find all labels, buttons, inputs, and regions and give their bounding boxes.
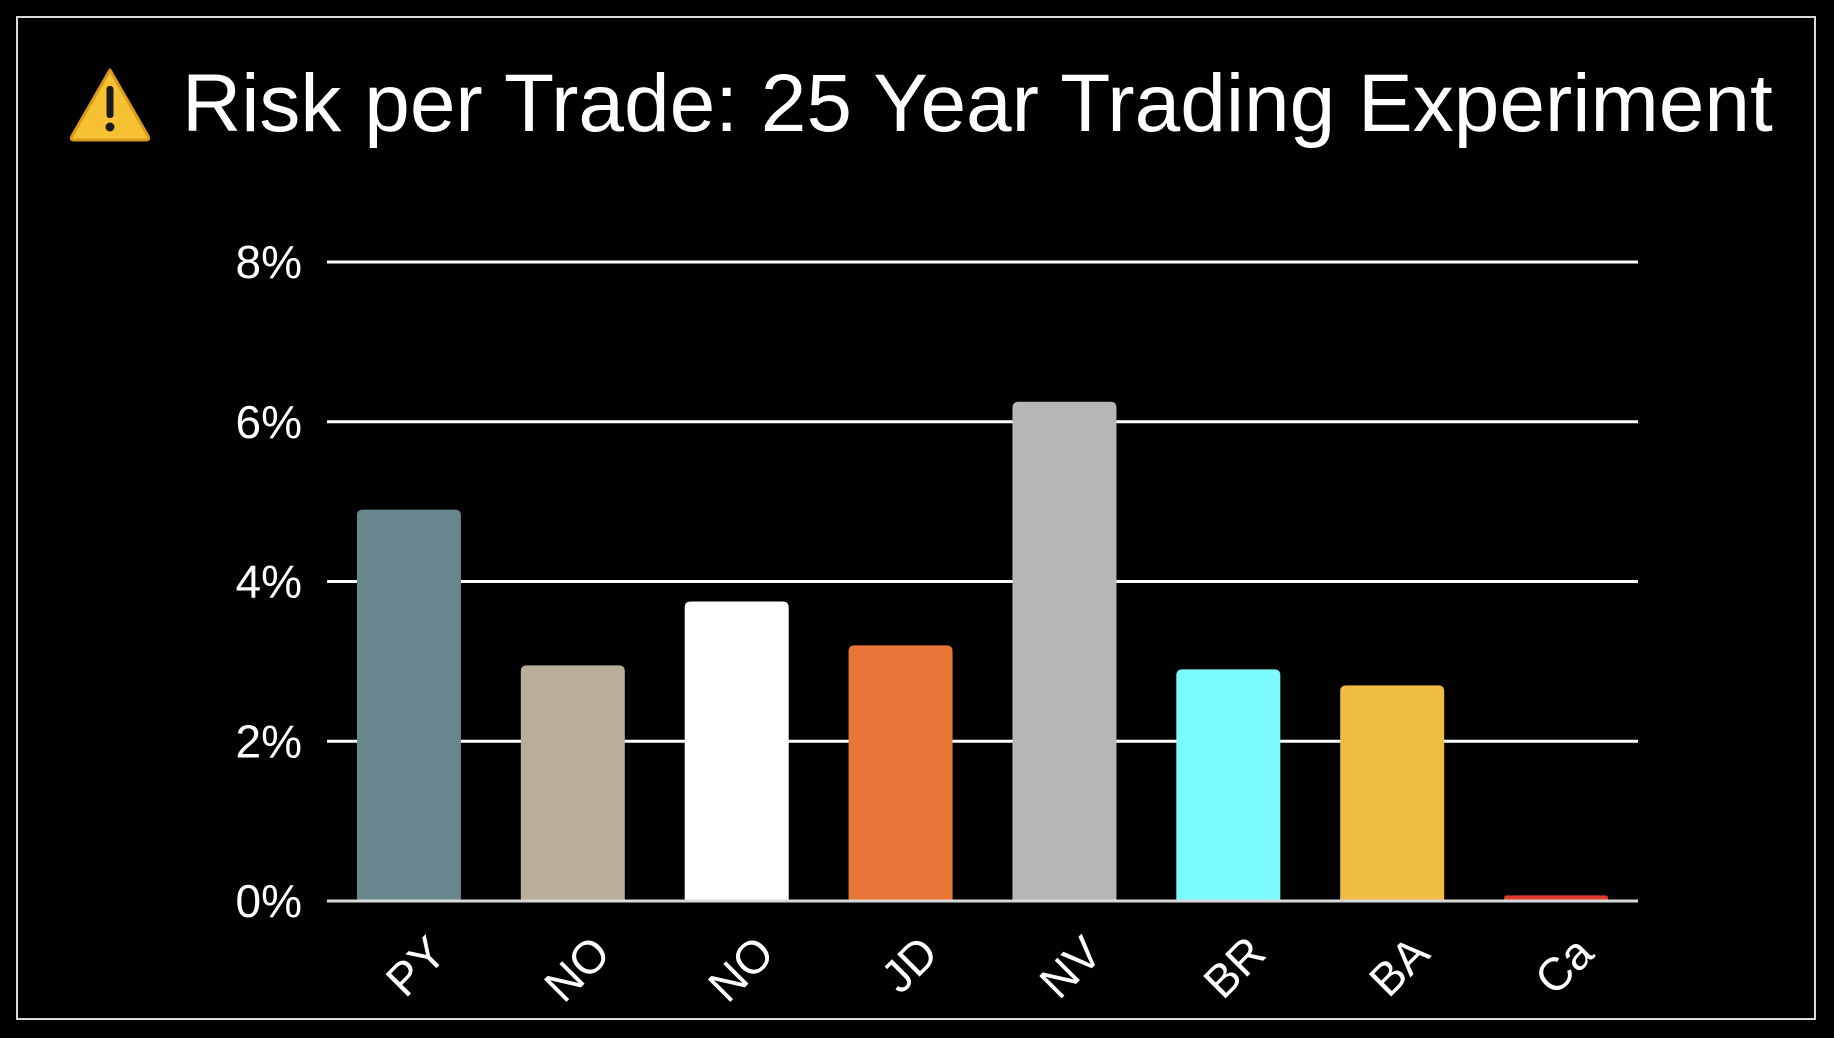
y-tick-label: 0% bbox=[236, 875, 302, 927]
y-tick-label: 2% bbox=[236, 715, 302, 767]
y-tick-label: 6% bbox=[236, 396, 302, 448]
bar-no bbox=[520, 665, 625, 901]
bar-br bbox=[1176, 669, 1281, 901]
x-axis-category-labels: PY NO NO JD NV BR BA Ca bbox=[376, 926, 1604, 1012]
chart-title: Risk per Trade: 25 Year Trading Experime… bbox=[69, 58, 1773, 149]
x-tick-label: BA bbox=[1359, 926, 1439, 1006]
bars bbox=[327, 401, 1638, 903]
warning-icon bbox=[69, 68, 151, 142]
bar-jd bbox=[848, 645, 953, 901]
y-tick-label: 4% bbox=[236, 556, 302, 608]
x-tick-label: NV bbox=[1029, 926, 1111, 1008]
bar-ba bbox=[1340, 685, 1445, 901]
slide-border bbox=[16, 16, 1816, 1020]
bar-no bbox=[684, 601, 789, 901]
x-tick-label: BR bbox=[1193, 926, 1275, 1008]
x-tick-label: PY bbox=[376, 926, 456, 1006]
chart-title-text: Risk per Trade: 25 Year Trading Experime… bbox=[182, 58, 1773, 149]
y-tick-label: 8% bbox=[236, 236, 302, 288]
bar-nv bbox=[1012, 401, 1117, 901]
x-tick-label: NO bbox=[698, 926, 784, 1012]
bar-py bbox=[356, 509, 461, 901]
y-axis-tick-labels: 0% 2% 4% 6% 8% bbox=[236, 236, 302, 927]
x-tick-label: JD bbox=[871, 926, 948, 1003]
x-tick-label: Ca bbox=[1525, 926, 1604, 1005]
x-tick-label: NO bbox=[534, 926, 620, 1012]
